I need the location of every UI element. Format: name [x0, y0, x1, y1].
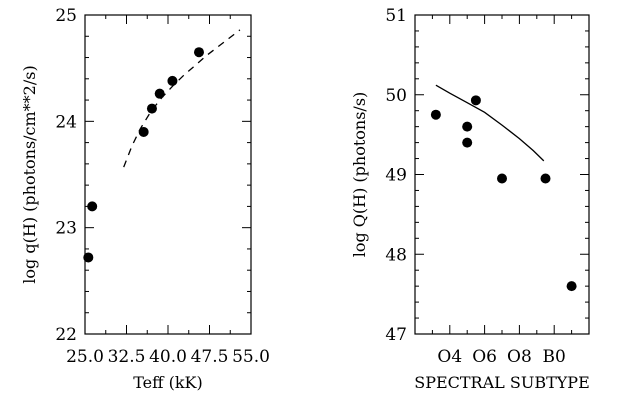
left-data-point [154, 88, 165, 99]
right-ytick-label: 50 [385, 86, 407, 106]
left-xtick-label: 40.0 [149, 347, 187, 367]
left-ytick-label: 24 [55, 112, 77, 132]
right-data-point [497, 173, 507, 184]
right-panel-Q-vs-subtype: 47 48 49 50 51 O4 O6 O8 B0 SPECTRAL SUBTYPE log Q(… [350, 6, 590, 392]
left-xtick-label: 47.5 [191, 347, 229, 367]
right-model-curve [435, 84, 545, 162]
left-ytick-label: 25 [55, 6, 77, 26]
right-y-axis-label: log Q(H) (photons/s) [350, 92, 369, 258]
right-xtick-label: O6 [472, 347, 497, 367]
right-ytick-label: 47 [385, 325, 407, 345]
left-data-point [167, 75, 178, 86]
left-xtick-labels: 25.0 32.5 40.0 47.5 55.0 [66, 347, 270, 367]
left-ytick-label: 22 [55, 325, 77, 345]
left-data-point [83, 252, 94, 263]
left-ytick-label: 23 [55, 219, 77, 239]
right-xtick-label: B0 [543, 347, 566, 367]
right-ytick-label: 49 [385, 166, 407, 186]
right-ytick-label: 51 [385, 6, 407, 26]
right-data-point [462, 121, 473, 132]
right-data-point [462, 137, 473, 148]
right-data-point [566, 281, 577, 292]
left-data-point [87, 201, 98, 212]
left-data-point [193, 47, 204, 58]
left-x-axis-label: Teff (kK) [133, 373, 202, 392]
left-y-axis-label: log q(H) (photons/cm**2/s) [20, 65, 39, 283]
right-xtick-label: O8 [507, 347, 532, 367]
left-plot-frame [84, 14, 252, 335]
left-xtick-label: 32.5 [108, 347, 146, 367]
right-data-point [430, 109, 441, 120]
right-xtick-label: O4 [437, 347, 462, 367]
left-xtick-label: 25.0 [66, 347, 104, 367]
left-model-curve [123, 29, 241, 168]
right-data-point [540, 173, 551, 184]
left-xtick-label: 55.0 [232, 347, 270, 367]
right-ytick-label: 48 [385, 245, 407, 265]
left-panel-q-vs-teff: 22 23 24 25 25.0 32.5 40.0 47.5 55.0 Teff (kK) log… [20, 6, 270, 392]
right-x-axis-label: SPECTRAL SUBTYPE [414, 373, 590, 392]
left-data-point [138, 126, 149, 137]
right-data-point [470, 95, 481, 106]
